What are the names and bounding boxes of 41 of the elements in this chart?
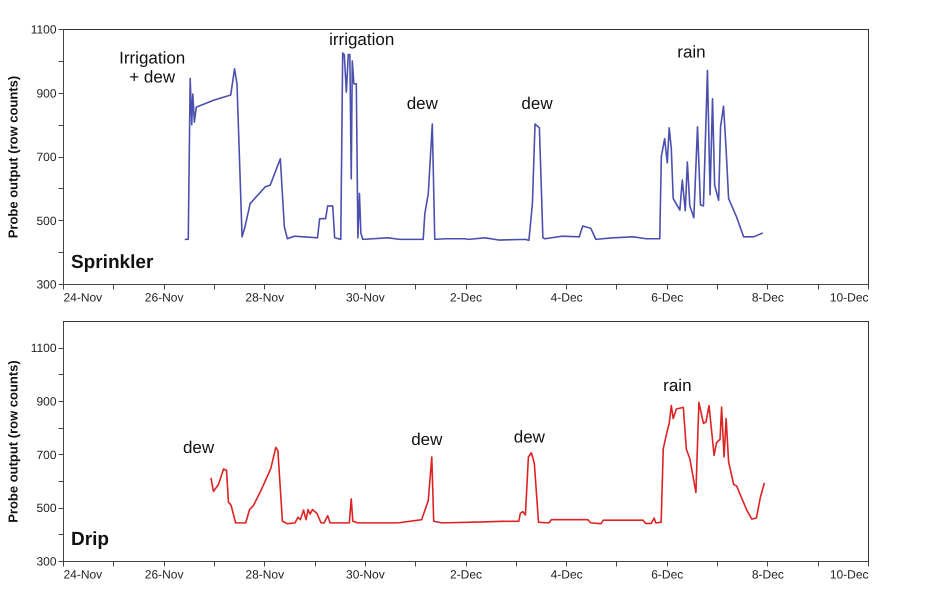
text: Sprinkler [71, 252, 154, 273]
x-tick-label: 28-Nov [245, 568, 284, 582]
y-tick-label: 1100 [30, 22, 57, 36]
annotation: rain [663, 376, 692, 395]
x-tick-label: 2-Dec [450, 568, 482, 582]
x-tick-label: 30-Nov [346, 290, 385, 304]
annotation: dew [514, 428, 546, 447]
annotation: dew [521, 94, 554, 113]
x-tick-label: 24-Nov [64, 568, 102, 582]
x-tick-label: 24-Nov [64, 290, 102, 304]
y-axis-title: Probe output (row counts) [6, 76, 21, 238]
x-tick-label: 8-Dec [752, 568, 784, 582]
y-tick-label: 500 [36, 501, 57, 516]
y-axis-title: Probe output (row counts) [6, 360, 21, 523]
y-tick-label: 500 [36, 214, 57, 228]
y-tick-label: 700 [36, 448, 57, 462]
annotation: dew [406, 94, 439, 113]
y-tick-label: 1100 [30, 341, 57, 356]
x-tick-label: 4-Dec [550, 568, 583, 582]
annotation: irrigation [329, 30, 394, 49]
x-tick-label: 10-Dec [830, 290, 868, 304]
x-tick-label: 30-Nov [346, 568, 385, 582]
annotation: dew [411, 430, 444, 449]
y-tick-label: 300 [36, 554, 57, 568]
x-tick-label: 2-Dec [450, 290, 482, 304]
x-tick-label: 26-Nov [144, 290, 184, 304]
y-tick-label: 900 [36, 394, 57, 408]
x-tick-label: 8-Dec [752, 290, 784, 304]
x-tick-label: 26-Nov [144, 568, 184, 582]
x-tick-label: 4-Dec [550, 290, 583, 304]
y-tick-label: 300 [36, 278, 57, 292]
y-tick-label: 700 [36, 150, 57, 164]
y-tick-label: 900 [36, 86, 57, 100]
annotation: rain [677, 42, 706, 62]
annotation: dew [182, 438, 215, 457]
annotation: Irrigation + dew [119, 48, 186, 86]
x-tick-label: 10-Dec [830, 568, 868, 582]
x-tick-label: 6-Dec [651, 290, 684, 304]
x-tick-label: 28-Nov [245, 290, 284, 304]
text: Drip [71, 529, 109, 550]
x-tick-label: 6-Dec [651, 568, 684, 582]
